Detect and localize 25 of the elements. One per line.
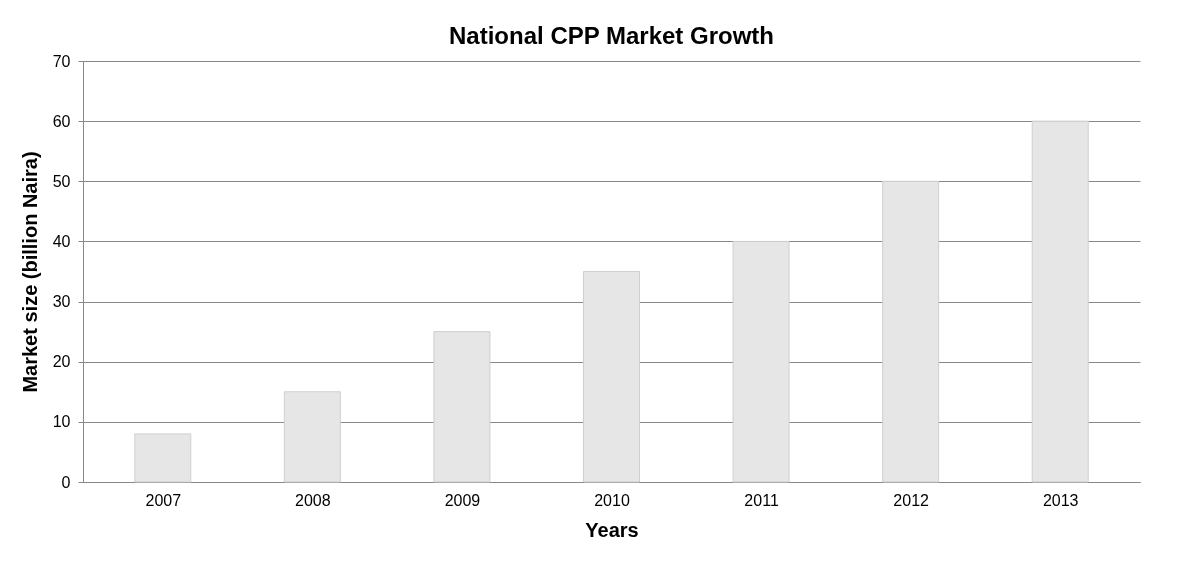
bar — [732, 240, 790, 483]
bar — [283, 391, 341, 483]
y-tick-label: 50 — [52, 172, 71, 190]
x-axis-title: Years — [585, 518, 639, 541]
y-tick-label: 40 — [52, 232, 71, 250]
y-tick-label: 60 — [52, 112, 71, 130]
y-tick-label: 20 — [52, 353, 71, 371]
y-tick-label: 10 — [52, 413, 71, 431]
x-tick-label: 2008 — [295, 491, 331, 509]
bar — [882, 180, 940, 483]
x-tick-label: 2012 — [893, 491, 930, 509]
x-tick-label: 2007 — [145, 491, 182, 509]
x-tick-label: 2011 — [744, 491, 779, 509]
y-tick-label: 30 — [52, 293, 71, 311]
y-tick-label: 70 — [52, 52, 71, 70]
bar — [134, 433, 192, 483]
bar — [433, 331, 491, 483]
chart-title: National CPP Market Growth — [449, 22, 774, 49]
bar — [1031, 120, 1089, 483]
y-axis-title: Market size (billion Naira) — [18, 151, 41, 393]
x-tick-label: 2010 — [594, 491, 630, 509]
x-tick-label: 2013 — [1042, 491, 1079, 509]
x-tick-label: 2009 — [444, 491, 481, 509]
y-tick-label: 0 — [61, 473, 71, 491]
bar — [583, 271, 640, 483]
